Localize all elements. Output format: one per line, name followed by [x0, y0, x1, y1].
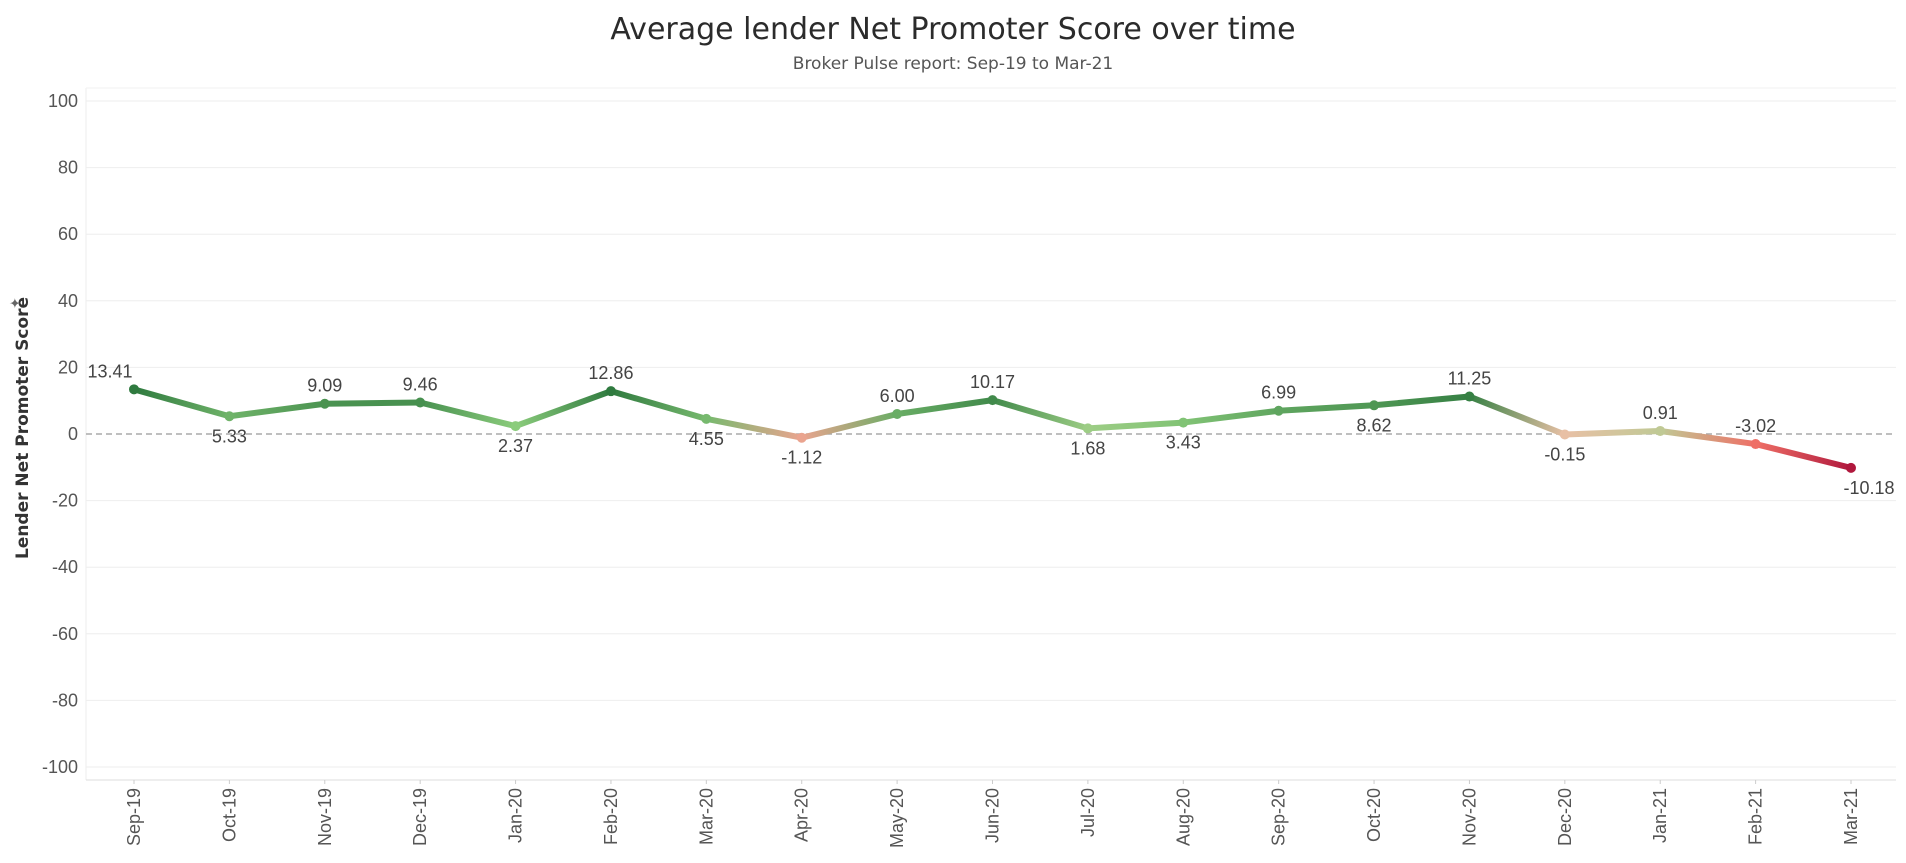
- y-tick-label: 100: [48, 91, 78, 111]
- y-tick-label: -20: [52, 491, 78, 511]
- data-label: 6.00: [880, 386, 915, 406]
- x-axis: Sep-19 Oct-19 Nov-19 Dec-19 Jan-20 Feb-20 Mar-…: [124, 780, 1861, 848]
- x-tick-label: Sep-20: [1269, 788, 1289, 846]
- data-label: 0.91: [1643, 403, 1678, 423]
- line-segment: [1371, 393, 1473, 409]
- line-segment: [1180, 407, 1282, 426]
- line-segment: [226, 400, 328, 420]
- data-point[interactable]: [1369, 400, 1380, 411]
- sort-icon[interactable]: ✦: [7, 297, 23, 309]
- x-tick-label: Sep-19: [124, 788, 144, 846]
- line-segment: [417, 399, 519, 430]
- data-point[interactable]: [1655, 425, 1666, 436]
- x-tick-label: Feb-20: [601, 788, 621, 845]
- data-point[interactable]: [129, 384, 139, 395]
- y-axis-title: Lender Net Promoter Score: [13, 297, 33, 559]
- data-label: 12.86: [588, 363, 633, 383]
- data-point[interactable]: [1273, 405, 1284, 416]
- x-tick-label: Nov-20: [1459, 788, 1479, 846]
- y-tick-label: -40: [52, 557, 78, 577]
- y-axis: 100 80 60 40 20 0 -20 -40 -60 -80 -100: [42, 91, 78, 777]
- series-line: [131, 386, 1854, 471]
- x-tick-label: Apr-20: [792, 788, 812, 842]
- y-tick-label: 80: [58, 158, 78, 178]
- data-label: -0.15: [1544, 444, 1585, 464]
- data-label: 1.68: [1070, 438, 1105, 458]
- data-label: 13.41: [87, 361, 132, 381]
- x-tick-label: Dec-20: [1555, 788, 1575, 846]
- data-point[interactable]: [987, 395, 998, 406]
- data-label: 2.37: [498, 436, 533, 456]
- chart-title: Average lender Net Promoter Score over t…: [610, 12, 1296, 47]
- line-segment: [1466, 393, 1568, 438]
- data-label: -1.12: [781, 448, 822, 468]
- data-label: -10.18: [1843, 478, 1894, 498]
- x-tick-label: Jun-20: [983, 788, 1003, 843]
- data-point[interactable]: [1082, 423, 1093, 434]
- x-tick-label: Jan-21: [1650, 788, 1670, 843]
- data-label: -3.02: [1735, 416, 1776, 436]
- gridlines: [85, 87, 1896, 781]
- x-tick-label: Jan-20: [506, 788, 526, 843]
- x-tick-label: Aug-20: [1173, 788, 1193, 846]
- data-point[interactable]: [1846, 462, 1856, 473]
- data-point[interactable]: [605, 386, 616, 397]
- data-point[interactable]: [796, 432, 807, 443]
- x-tick-label: Mar-21: [1841, 788, 1861, 845]
- data-label: 4.55: [689, 429, 724, 449]
- line-segment: [131, 386, 233, 420]
- y-tick-label: -100: [42, 757, 78, 777]
- line-segment: [894, 397, 996, 418]
- line-segment: [1752, 441, 1854, 471]
- y-tick-label: 0: [68, 424, 78, 444]
- x-tick-label: Mar-20: [696, 788, 716, 845]
- data-label: 9.46: [403, 374, 438, 394]
- line-segment: [1561, 427, 1664, 438]
- data-label: 8.62: [1357, 415, 1392, 435]
- data-label: 10.17: [970, 372, 1015, 392]
- data-point[interactable]: [1178, 417, 1189, 428]
- line-segment: [703, 415, 805, 441]
- data-point[interactable]: [1464, 391, 1475, 402]
- line-segment: [989, 397, 1091, 432]
- x-tick-label: Dec-19: [410, 788, 430, 846]
- x-tick-label: May-20: [887, 788, 907, 848]
- x-tick-label: Jul-20: [1078, 788, 1098, 837]
- x-tick-label: Oct-20: [1364, 788, 1384, 842]
- data-label: 5.33: [212, 426, 247, 446]
- data-point[interactable]: [415, 397, 426, 408]
- line-segment: [1084, 419, 1187, 432]
- data-point[interactable]: [510, 421, 521, 432]
- y-tick-label: -60: [52, 624, 78, 644]
- y-tick-label: 60: [58, 224, 78, 244]
- x-tick-label: Nov-19: [315, 788, 335, 846]
- y-tick-label: 40: [58, 291, 78, 311]
- data-point[interactable]: [1750, 439, 1761, 450]
- data-point[interactable]: [319, 398, 330, 409]
- data-label: 11.25: [1448, 369, 1492, 389]
- data-label: 3.43: [1166, 433, 1201, 453]
- data-point[interactable]: [892, 409, 903, 420]
- line-segment: [1275, 402, 1378, 414]
- x-tick-label: Oct-19: [219, 788, 239, 842]
- data-labels: 13.41 5.33 9.09 9.46 2.37 12.86 4.55 -1.12 6.00 1…: [87, 361, 1894, 498]
- data-point[interactable]: [701, 413, 712, 424]
- line-segment: [321, 399, 424, 407]
- x-tick-label: Feb-21: [1746, 788, 1766, 845]
- line-segment: [512, 388, 614, 430]
- line-segment: [798, 411, 901, 441]
- data-points: [129, 384, 1856, 473]
- line-segment: [607, 388, 710, 422]
- y-axis-title-group: Lender Net Promoter Score ✦: [7, 297, 33, 559]
- y-tick-label: 20: [58, 357, 78, 377]
- data-label: 6.99: [1261, 383, 1296, 403]
- data-point[interactable]: [1559, 429, 1570, 440]
- line-segment: [1657, 427, 1759, 448]
- chart-subtitle: Broker Pulse report: Sep-19 to Mar-21: [792, 54, 1114, 74]
- data-label: 9.09: [307, 376, 342, 396]
- data-point[interactable]: [224, 411, 235, 422]
- y-tick-label: -80: [52, 690, 78, 710]
